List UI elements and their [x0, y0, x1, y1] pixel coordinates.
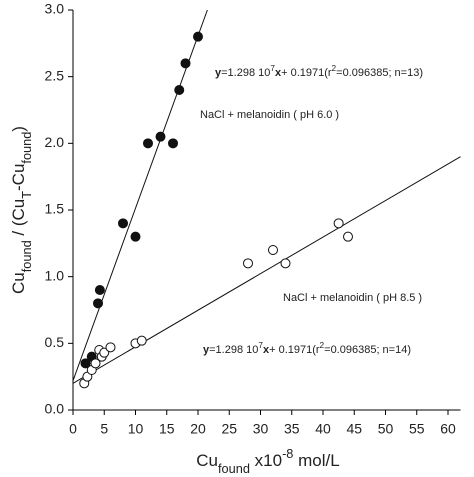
- text-part: =1.298 10: [221, 67, 270, 79]
- y-tick-label: 1.5: [45, 201, 65, 217]
- x-tick-label: 40: [315, 421, 331, 437]
- point: [174, 85, 185, 95]
- point: [243, 258, 253, 269]
- x-tick-label: 45: [346, 421, 362, 437]
- text-part: found: [19, 132, 34, 164]
- fit-line: [73, 10, 208, 381]
- text-part: x: [263, 344, 270, 356]
- series-label: NaCl + melanoidin ( pH 6.0 ): [200, 109, 339, 121]
- point: [130, 231, 141, 242]
- text-part: ): [9, 126, 28, 132]
- text-part: T: [19, 191, 34, 199]
- text-part: 2: [332, 64, 337, 73]
- y-tick-label: 0.0: [45, 401, 65, 417]
- y-tick-label: 1.0: [45, 267, 65, 283]
- point: [268, 245, 278, 255]
- point: [180, 58, 191, 69]
- x-tick-label: 30: [253, 421, 269, 437]
- x-tick-label: 0: [69, 421, 77, 437]
- text-part: 2: [320, 341, 325, 350]
- x-tick-label: 10: [128, 421, 144, 437]
- point: [143, 138, 153, 149]
- point: [280, 258, 291, 269]
- point: [333, 218, 344, 229]
- x-tick-label: 35: [284, 421, 300, 437]
- y-tick-label: 0.5: [45, 334, 65, 350]
- text-part: x: [275, 67, 282, 79]
- text-part: -Cu: [9, 164, 28, 191]
- point: [93, 298, 103, 309]
- point: [80, 358, 91, 369]
- text-part: Cu: [9, 272, 28, 294]
- text-part: =0.096385; n=14): [324, 344, 411, 356]
- x-tick-label: 60: [440, 421, 456, 437]
- text-part: 7: [270, 64, 275, 73]
- text-part: Cu: [196, 451, 218, 470]
- x-tick-label: 25: [221, 421, 237, 437]
- text-part: + 0.1971(r: [281, 67, 332, 79]
- equation: y=1.298 107x+ 0.1971(r2=0.096385; n=13): [215, 64, 423, 79]
- point: [94, 285, 105, 295]
- y-tick-label: 2.0: [45, 134, 65, 150]
- text-part: found: [19, 240, 34, 272]
- point: [193, 31, 203, 42]
- y-tick-label: 2.5: [45, 67, 65, 83]
- y-tick-label: 3.0: [45, 1, 65, 17]
- equation: y=1.298 107x+ 0.1971(r2=0.096385; n=14): [203, 341, 411, 356]
- text-part: found: [218, 461, 250, 476]
- point: [90, 358, 101, 369]
- x-tick-label: 15: [159, 421, 175, 437]
- text-part: + 0.1971(r: [269, 344, 320, 356]
- point: [343, 231, 353, 242]
- point: [136, 335, 147, 346]
- point: [118, 218, 128, 229]
- x-tick-label: 20: [190, 421, 206, 437]
- point: [105, 342, 116, 353]
- text-part: -8: [282, 446, 293, 461]
- x-axis-label: Cufound x10-8 mol/L: [196, 446, 339, 476]
- text-part: =1.298 10: [209, 344, 258, 356]
- x-tick-label: 50: [378, 421, 394, 437]
- x-tick-label: 55: [409, 421, 425, 437]
- text-part: mol/L: [293, 451, 339, 470]
- point: [168, 138, 178, 149]
- text-part: y: [203, 344, 210, 356]
- text-part: / (Cu: [9, 199, 28, 241]
- text-part: =0.096385; n=13): [336, 67, 423, 79]
- text-part: 7: [258, 341, 263, 350]
- text-part: x10: [250, 451, 282, 470]
- point: [99, 347, 110, 358]
- series-label: NaCl + melanoidin ( pH 8.5 ): [283, 292, 422, 304]
- text-part: y: [215, 67, 222, 79]
- x-tick-label: 5: [100, 421, 108, 437]
- point: [155, 131, 166, 142]
- y-axis-label: Cufound / (CuT-Cufound): [9, 126, 33, 294]
